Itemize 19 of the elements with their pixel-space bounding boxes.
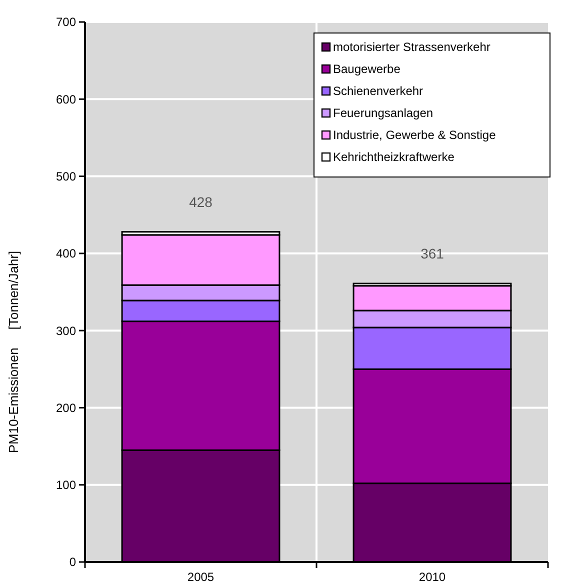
y-tick-label: 0 — [69, 555, 76, 570]
total-label: 361 — [420, 246, 444, 262]
legend-label: Baugewerbe — [333, 62, 401, 76]
legend-label: motorisierter Strassenverkehr — [333, 40, 490, 54]
x-tick-label: 2010 — [418, 570, 446, 584]
legend-label: Schienenverkehr — [333, 84, 424, 98]
y-tick-label: 200 — [56, 400, 76, 415]
y-tick-label: 400 — [56, 246, 76, 261]
y-tick-label: 300 — [56, 324, 76, 338]
legend-label: Feuerungsanlagen — [333, 106, 434, 120]
legend-label: Kehrichtheizkraftwerke — [333, 150, 455, 164]
y-tick-label: 500 — [56, 169, 76, 184]
y-axis-title: PM10-Emissionen [Tonnen/Jahr] — [6, 250, 21, 454]
y-tick-label: 100 — [56, 478, 76, 492]
x-tick-label: 2005 — [187, 570, 214, 584]
legend-label: Industrie, Gewerbe & Sonstige — [333, 128, 496, 142]
y-tick-label: 600 — [56, 92, 76, 106]
total-label: 428 — [189, 194, 213, 210]
y-tick-label: 700 — [56, 15, 76, 30]
